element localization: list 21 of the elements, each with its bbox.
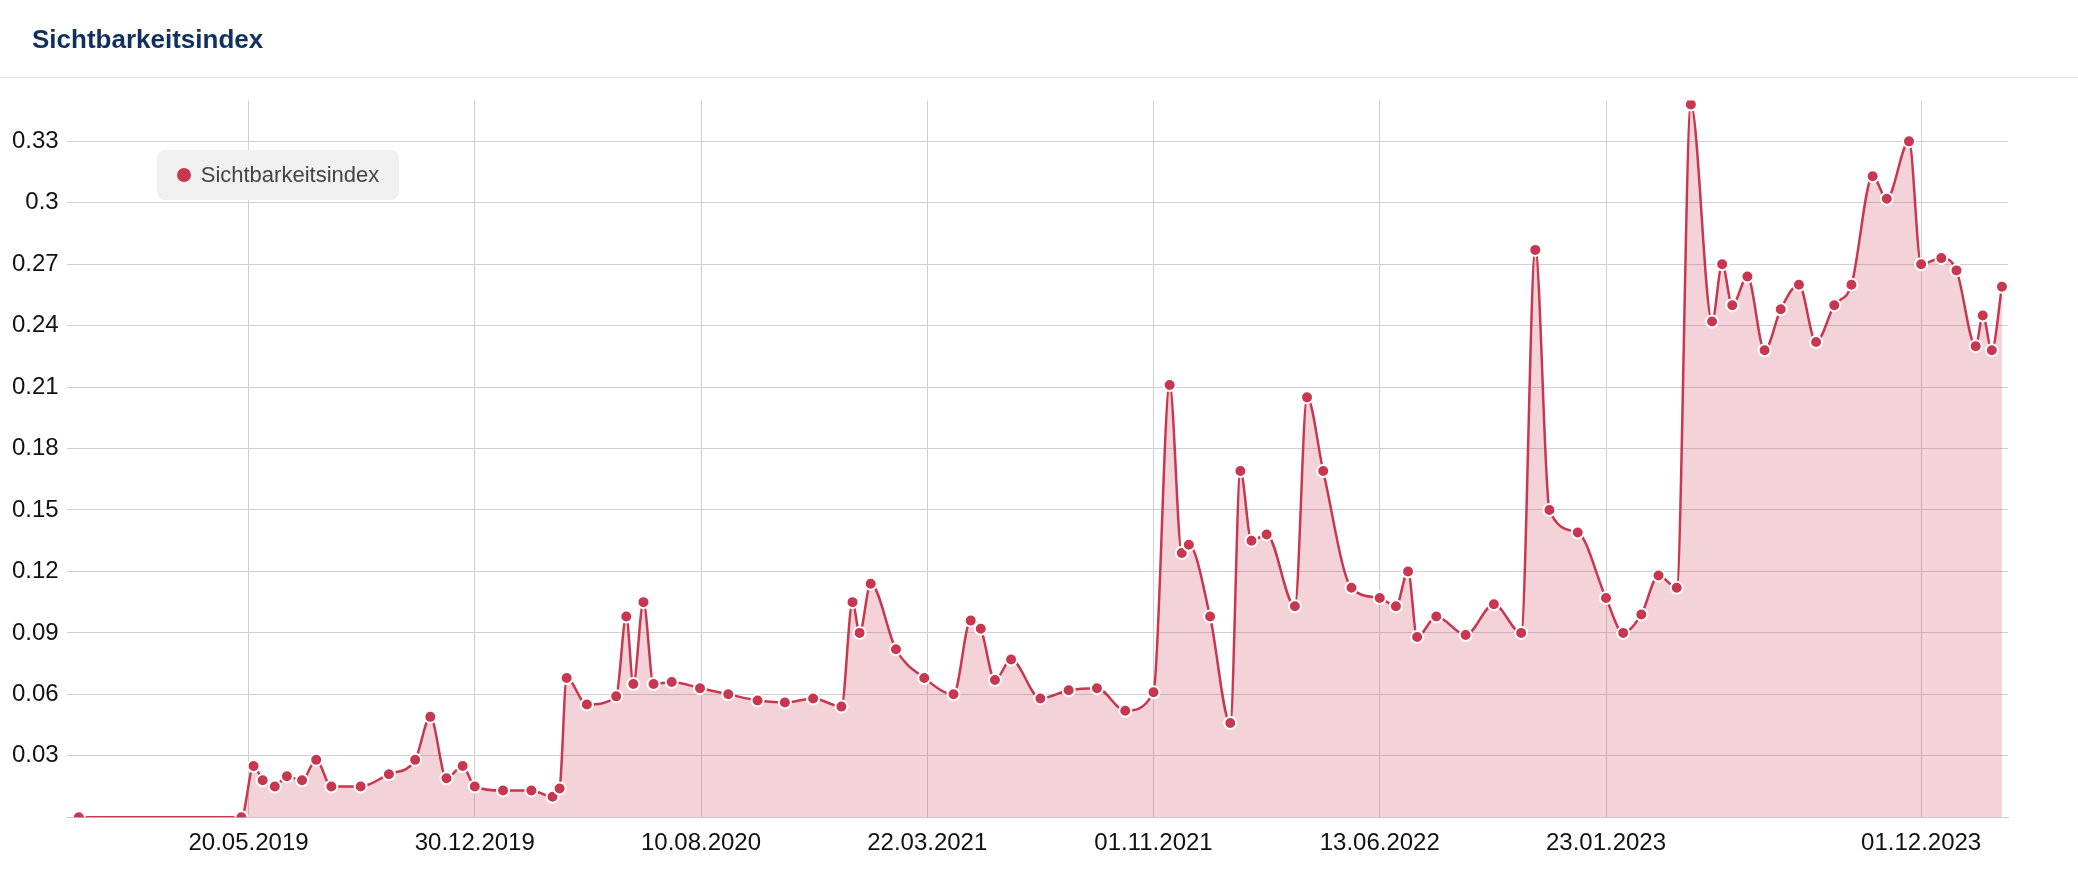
y-tick-label: 0.12	[11, 556, 59, 584]
y-tick-label: 0.21	[11, 371, 59, 399]
x-tick-label: 13.06.2022	[1319, 828, 1440, 856]
y-tick-label: 0.06	[11, 678, 59, 706]
y-tick-label: 0.33	[11, 125, 59, 153]
chart-title: Sichtbarkeitsindex	[0, 0, 2078, 78]
legend-label: Sichtbarkeitsindex	[200, 162, 380, 189]
x-tick-label: 22.03.2021	[867, 828, 988, 856]
y-tick-label: 0.27	[11, 248, 59, 276]
y-tick-label: 0.24	[11, 310, 59, 338]
y-tick-label: 0.03	[11, 740, 59, 768]
x-tick-label: 01.12.2023	[1861, 828, 1982, 856]
x-tick-label: 30.12.2019	[414, 828, 535, 856]
y-tick-label: 0.3	[25, 187, 59, 215]
y-tick-label: 0.15	[11, 494, 59, 522]
y-tick-label: 0.09	[11, 617, 59, 645]
x-tick-label: 10.08.2020	[640, 828, 762, 856]
x-tick-label: 20.05.2019	[188, 828, 309, 856]
x-tick-label: 01.11.2021	[1094, 828, 1213, 856]
y-tick-label: 0.18	[11, 433, 59, 461]
x-tick-label: 23.01.2023	[1545, 828, 1667, 856]
